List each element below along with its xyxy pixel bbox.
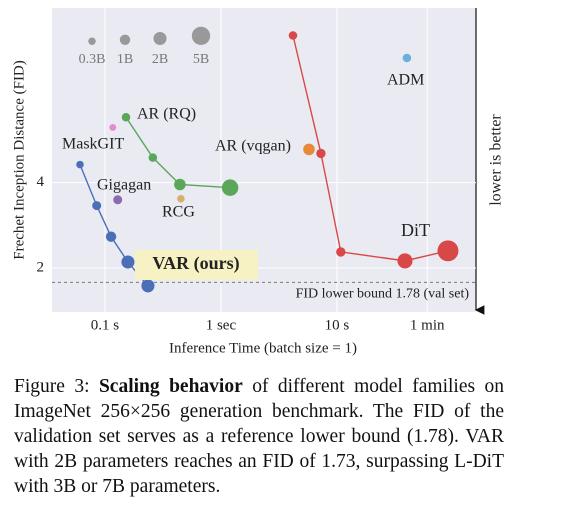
data-point: [113, 195, 123, 205]
size-legend-marker: [88, 37, 96, 45]
size-legend-label: 5B: [193, 52, 209, 67]
plot-background: [52, 8, 476, 312]
data-point: [336, 247, 346, 257]
data-point: [288, 31, 298, 40]
series-label: DiT: [401, 220, 430, 240]
data-point: [316, 148, 326, 159]
size-legend-marker: [119, 34, 131, 45]
data-point: [221, 179, 239, 196]
data-point: [437, 240, 459, 262]
series-line: [125, 116, 231, 189]
size-legend-label: 0.3B: [79, 52, 106, 67]
y-tick-label: 2: [37, 259, 45, 275]
x-tick-label: 1 min: [410, 317, 445, 333]
series-label: RCG: [162, 204, 195, 221]
data-point: [303, 143, 315, 156]
data-point: [148, 153, 158, 162]
label-highlight: [135, 250, 258, 280]
data-point: [174, 178, 186, 191]
caption-bold: Scaling behavior: [98, 376, 243, 397]
data-point: [402, 53, 412, 63]
series-label: Gigagan: [97, 177, 151, 194]
series-label: AR (RQ): [137, 106, 196, 123]
series-label: MaskGIT: [62, 136, 124, 153]
data-point: [109, 124, 117, 131]
data-point: [121, 112, 131, 122]
x-tick-label: 1 sec: [206, 317, 237, 333]
data-point: [397, 253, 413, 269]
caption-label: Figure 3:: [14, 376, 90, 397]
caption-text: of different model families on ImageNet …: [14, 376, 504, 497]
x-tick-label: 0.1 s: [91, 317, 120, 333]
chart: lower is better Inference Time (batch si…: [11, 8, 505, 356]
y-tick-label: 4: [37, 174, 45, 190]
caption: Figure 3: Scaling behavior of different …: [14, 374, 504, 499]
data-point: [76, 160, 84, 169]
series-label: ADM: [387, 72, 424, 89]
size-legend-marker: [191, 26, 211, 45]
series-label: VAR (ours): [152, 253, 239, 274]
size-legend-marker: [153, 31, 167, 45]
x-axis-label: Inference Time (batch size = 1): [169, 340, 357, 356]
data-point: [121, 255, 135, 269]
series-label: AR (vqgan): [215, 138, 291, 155]
size-legend-label: 2B: [152, 52, 168, 67]
data-point: [141, 279, 155, 293]
annotation: lower is better: [488, 114, 505, 206]
data-point: [105, 231, 117, 242]
data-point: [92, 201, 102, 211]
size-legend-label: 1B: [117, 52, 133, 67]
data-point: [177, 194, 185, 203]
x-tick-label: 10 s: [325, 317, 350, 333]
reference-label: FID lower bound 1.78 (val set): [296, 287, 470, 302]
y-axis-label: Frechet Inception Distance (FID): [11, 60, 27, 260]
